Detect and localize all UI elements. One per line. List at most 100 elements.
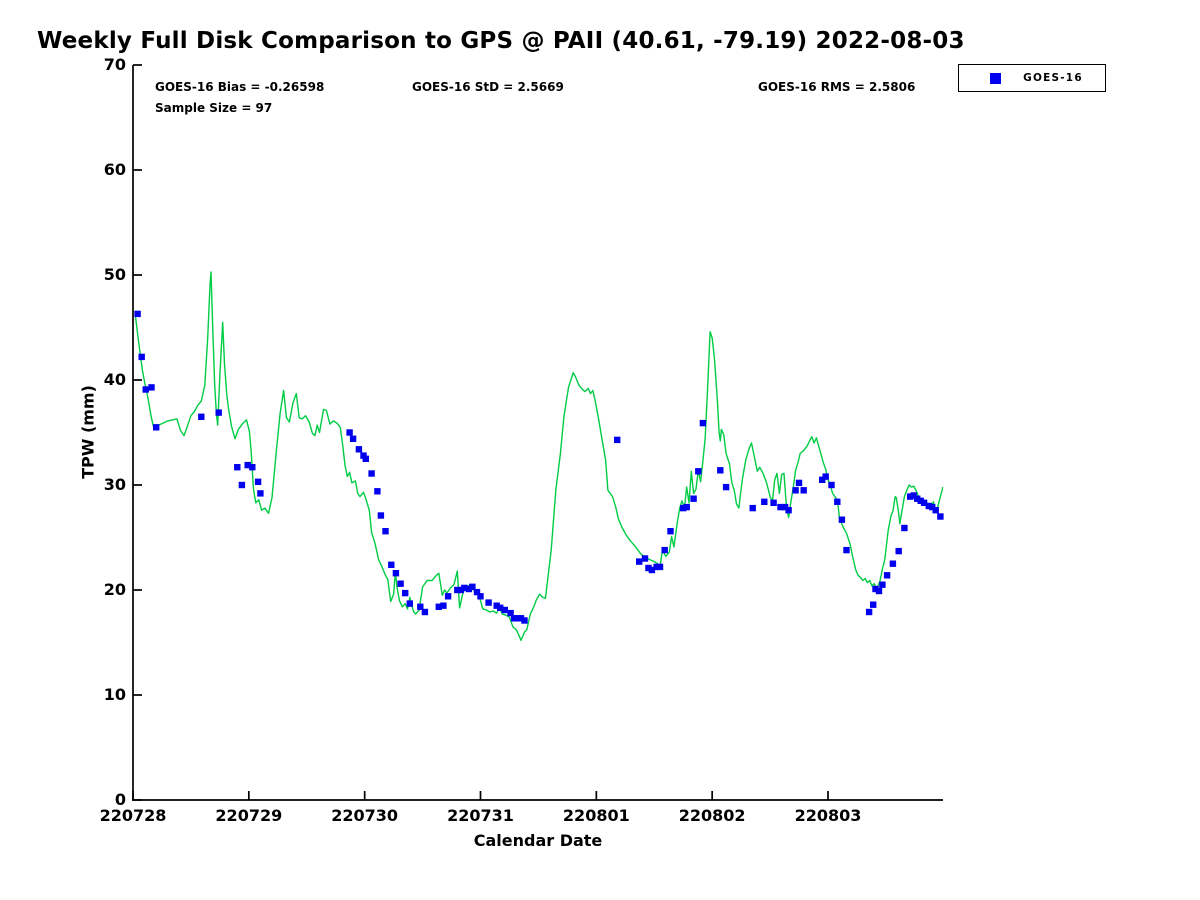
goes16-point xyxy=(865,608,873,616)
goes16-point xyxy=(473,588,481,596)
goes16-point xyxy=(249,464,256,471)
goes16-point xyxy=(777,503,784,511)
goes16-point xyxy=(521,617,528,624)
goes16-point xyxy=(722,483,730,491)
goes16-point xyxy=(257,490,264,497)
goes16-point xyxy=(667,528,674,535)
goes16-point xyxy=(872,585,879,593)
goes16-point xyxy=(819,476,826,483)
goes16-point xyxy=(879,581,886,588)
goes16-point xyxy=(717,467,724,474)
goes16-point xyxy=(838,516,846,523)
goes16-point xyxy=(770,499,777,506)
goes16-point xyxy=(454,586,461,594)
goes16-point xyxy=(690,495,697,502)
goes16-point xyxy=(477,593,484,600)
y-tick-label: 20 xyxy=(103,580,126,599)
goes16-point xyxy=(800,487,807,494)
goes16-point xyxy=(254,478,262,485)
y-tick-label: 70 xyxy=(103,55,126,74)
goes16-point xyxy=(215,409,222,416)
goes16-point xyxy=(402,589,409,597)
goes16-point xyxy=(929,503,936,511)
x-tick-label: 220803 xyxy=(794,806,862,825)
goes16-point xyxy=(641,555,649,562)
y-tick-label: 60 xyxy=(103,160,126,179)
goes16-point xyxy=(648,566,656,574)
goes16-point xyxy=(440,602,447,609)
goes16-point xyxy=(895,547,902,555)
x-axis-label: Calendar Date xyxy=(473,831,603,850)
goes16-point xyxy=(355,446,363,453)
legend-marker-square-icon xyxy=(990,72,1001,84)
goes16-point xyxy=(699,419,707,427)
goes16-point xyxy=(234,464,241,471)
goes16-point xyxy=(435,603,442,610)
goes16-point xyxy=(493,602,500,609)
goes16-point xyxy=(683,503,690,511)
goes16-point xyxy=(388,561,395,568)
goes16-point xyxy=(417,603,424,610)
goes16-point xyxy=(377,512,385,519)
goes16-point xyxy=(497,604,504,611)
goes16-point xyxy=(695,468,702,475)
goes16-point xyxy=(883,572,891,579)
chart-title: Weekly Full Disk Comparison to GPS @ PAI… xyxy=(37,28,965,54)
goes16-point xyxy=(406,600,413,607)
goes16-point xyxy=(901,524,908,532)
goes16-point xyxy=(153,424,160,431)
goes16-point xyxy=(469,583,476,590)
y-tick-label: 50 xyxy=(103,265,126,284)
goes16-point xyxy=(920,499,928,506)
goes16-point xyxy=(507,609,514,617)
y-tick-label: 30 xyxy=(103,475,126,494)
goes16-point xyxy=(781,503,789,511)
x-tick-label: 220802 xyxy=(678,806,746,825)
goes16-point xyxy=(485,599,492,606)
goes16-point xyxy=(349,435,357,442)
goes16-point xyxy=(198,413,205,420)
goes16-point xyxy=(680,504,687,512)
goes16-point xyxy=(785,507,792,514)
goes16-point xyxy=(653,563,660,571)
goes16-point xyxy=(761,498,768,505)
goes16-point xyxy=(134,310,141,318)
goes16-point xyxy=(346,429,353,436)
goes16-point xyxy=(656,563,664,571)
goes16-point xyxy=(238,481,246,489)
goes16-point xyxy=(421,608,429,616)
goes16-point xyxy=(514,615,521,622)
goes16-point xyxy=(914,495,921,502)
goes16-point xyxy=(510,615,518,622)
goes16-point xyxy=(360,452,367,459)
goes16-point xyxy=(382,528,389,535)
stat-rms: GOES-16 RMS = 2.5806 xyxy=(758,80,916,94)
goes16-point xyxy=(645,564,652,572)
goes16-point xyxy=(138,353,145,361)
gps-line xyxy=(134,271,944,642)
goes16-point xyxy=(795,479,803,487)
goes16-point xyxy=(889,560,897,567)
x-tick-label: 220801 xyxy=(562,806,630,825)
goes16-point xyxy=(461,584,468,592)
goes16-point xyxy=(362,455,369,462)
x-tick-label: 220728 xyxy=(99,806,167,825)
goes16-point xyxy=(148,384,155,391)
x-tick-label: 220729 xyxy=(215,806,283,825)
y-axis-label: TPW (mm) xyxy=(78,385,98,479)
stat-std: GOES-16 StD = 2.5669 xyxy=(412,80,564,94)
goes16-point xyxy=(843,546,850,554)
goes16-point xyxy=(822,473,829,480)
goes16-point xyxy=(932,507,939,514)
goes16-point xyxy=(517,615,525,622)
goes16-point xyxy=(749,504,756,512)
goes16-point xyxy=(501,606,508,614)
goes16-point xyxy=(244,461,251,469)
legend: GOES-16 xyxy=(958,64,1106,92)
goes16-point xyxy=(368,470,375,477)
y-tick-label: 40 xyxy=(103,370,126,389)
goes16-point xyxy=(457,586,464,594)
x-tick-label: 220731 xyxy=(447,806,514,825)
